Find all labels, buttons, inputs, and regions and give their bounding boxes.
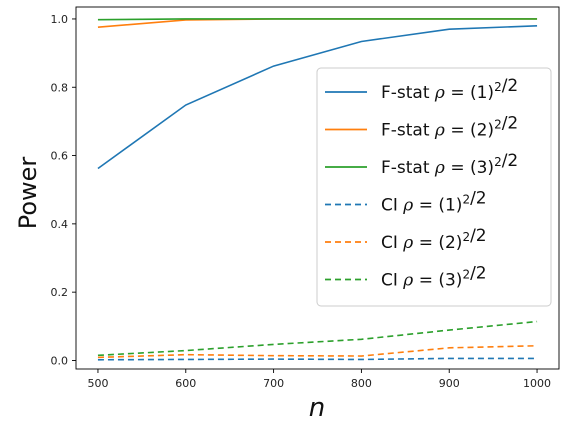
- x-tick-label: 500: [87, 377, 108, 390]
- y-tick-label: 0.0: [51, 354, 69, 367]
- axis-ticks: 500 600 700 800 900 1000 0.0 0.2 0.4 0.6 0.8 1.0: [51, 13, 552, 390]
- y-tick-label: 0.2: [51, 286, 69, 299]
- y-tick-label: 0.4: [51, 218, 69, 231]
- plot-area: [75, 6, 560, 370]
- legend-label-4: CI ρ = (1)2/2: [381, 189, 487, 216]
- legend-box: [316, 67, 552, 307]
- y-axis-label: Power: [14, 157, 42, 230]
- x-tick-label: 700: [263, 377, 284, 390]
- y-tick-label: 0.8: [51, 81, 69, 94]
- axes-frame: [75, 6, 560, 370]
- x-tick-label: 900: [439, 377, 460, 390]
- legend-label-1: F-stat ρ = (1)2/2: [381, 76, 518, 103]
- x-tick-label: 1000: [523, 377, 551, 390]
- y-tick-label: 0.6: [51, 150, 69, 163]
- legend: F-stat ρ = (1)2/2 F-stat ρ = (2)2/2 F-stat…: [316, 67, 552, 307]
- legend-label-5: CI ρ = (2)2/2: [381, 226, 487, 253]
- series-line-3: [97, 18, 538, 21]
- x-tick-label: 800: [351, 377, 372, 390]
- series-line-5: [97, 344, 538, 359]
- series-line-1: [97, 24, 538, 170]
- series-line-2: [97, 18, 538, 28]
- legend-label-3: F-stat ρ = (3)2/2: [381, 151, 518, 178]
- series-line-4: [97, 357, 538, 361]
- y-tick-label: 1.0: [51, 13, 69, 26]
- series-line-6: [97, 320, 538, 357]
- x-tick-label: 600: [175, 377, 196, 390]
- x-axis-label: n: [309, 393, 325, 422]
- legend-label-2: F-stat ρ = (2)2/2: [381, 114, 518, 141]
- legend-label-6: CI ρ = (3)2/2: [381, 264, 487, 291]
